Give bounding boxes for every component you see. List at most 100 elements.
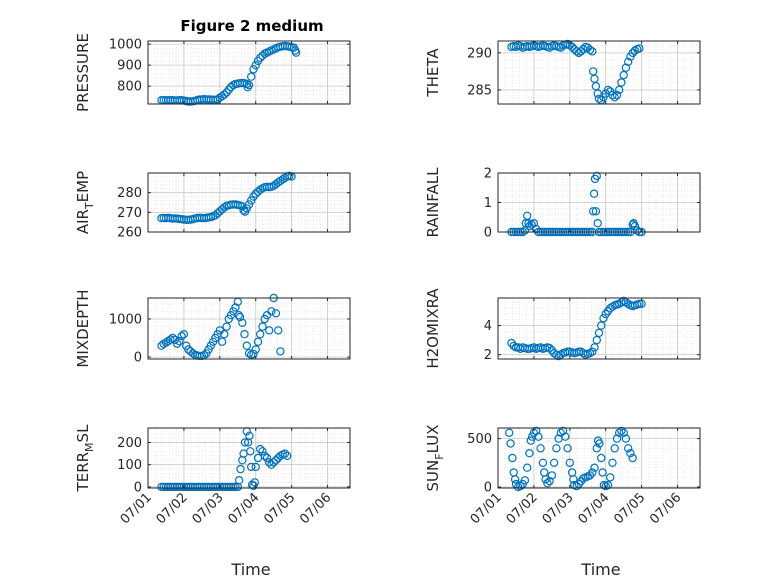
- data-point: [541, 475, 550, 484]
- data-point: [234, 311, 243, 320]
- data-point: [246, 462, 256, 472]
- data-point: [220, 330, 229, 339]
- data-point: [585, 45, 595, 55]
- data-point: [256, 444, 265, 454]
- data-point: [608, 90, 617, 100]
- data-point: [585, 349, 595, 358]
- data-point: [274, 326, 283, 335]
- data-point: [594, 94, 604, 104]
- data-point: [624, 57, 633, 67]
- x-tick-label: 07/01: [118, 490, 155, 527]
- data-point: [509, 341, 518, 351]
- data-point: [619, 296, 628, 306]
- series-points: [507, 296, 646, 361]
- data-point: [617, 426, 626, 436]
- data-point: [278, 175, 287, 184]
- y-tick-label: 290: [467, 46, 492, 61]
- data-point: [253, 337, 263, 346]
- data-point: [276, 347, 285, 356]
- data-point: [175, 336, 184, 346]
- y-axis-label-part: T: [83, 202, 96, 210]
- y-tick-label: 270: [117, 206, 142, 221]
- y-axis-label-part: MIXDEPTH: [74, 289, 92, 367]
- axes-box: [147, 40, 351, 105]
- data-point: [588, 468, 597, 477]
- y-axis-label-part: THETA: [424, 48, 442, 98]
- data-point: [508, 453, 517, 463]
- series-points: [157, 41, 301, 106]
- data-point: [633, 226, 642, 235]
- data-point: [608, 458, 617, 467]
- data-point: [249, 349, 258, 359]
- data-point: [635, 299, 644, 308]
- data-point: [256, 330, 265, 339]
- data-point: [606, 473, 615, 482]
- data-point: [520, 476, 530, 485]
- y-axis-label: RAINFALL: [424, 167, 442, 238]
- axes-box: [147, 297, 351, 360]
- data-point: [592, 171, 602, 181]
- data-point: [589, 189, 599, 198]
- subplot-terrmsl: 0 100 200 TERRMSL 07/0107/0207/0307/0407/050…: [74, 424, 351, 579]
- data-point: [549, 458, 559, 467]
- y-axis-label-part: SUN: [424, 460, 442, 492]
- y-tick-label: 0: [484, 481, 492, 496]
- subplot-theta: 285 290 THETA: [424, 39, 701, 105]
- data-point: [606, 304, 615, 313]
- data-point: [619, 70, 628, 80]
- subplot-airtemp: 260 270 280 AIRTEMP: [74, 171, 351, 241]
- y-tick-label: 280: [117, 186, 142, 201]
- data-point: [612, 90, 622, 100]
- data-point: [179, 330, 189, 339]
- data-point: [244, 80, 254, 90]
- data-point: [543, 479, 552, 488]
- data-point: [177, 331, 186, 341]
- series-points: [505, 426, 637, 492]
- axes-box: [147, 427, 351, 489]
- subplot-h2omixra: 2 4 H2OMIXRA: [424, 288, 701, 369]
- data-point: [590, 343, 599, 352]
- data-point: [525, 449, 534, 458]
- data-point: [238, 318, 247, 327]
- y-tick-label: 2: [484, 348, 492, 363]
- data-point: [635, 44, 644, 53]
- y-tick-label: 1000: [109, 312, 142, 327]
- data-point: [593, 89, 602, 98]
- data-point: [166, 335, 175, 344]
- data-point: [572, 481, 581, 491]
- data-point: [217, 337, 227, 346]
- data-point: [229, 482, 238, 492]
- data-point: [258, 447, 267, 456]
- data-point: [222, 322, 231, 331]
- data-point: [554, 351, 563, 361]
- data-point: [168, 333, 177, 343]
- data-point: [612, 434, 622, 443]
- plot-background: [148, 173, 350, 232]
- data-point: [243, 82, 252, 92]
- data-point: [569, 475, 578, 484]
- data-point: [235, 312, 245, 322]
- data-point: [251, 345, 260, 354]
- data-point: [280, 449, 290, 458]
- subplot-sunflux: 0 500 SUNFLUX 07/0107/0207/0307/0407/0507/0…: [424, 425, 701, 579]
- data-point: [603, 85, 613, 95]
- y-axis-label: AIRTEMP: [74, 171, 96, 234]
- data-point: [538, 458, 548, 467]
- series-points: [507, 39, 644, 105]
- data-point: [547, 471, 557, 480]
- data-point: [271, 456, 281, 465]
- data-point: [591, 81, 601, 91]
- data-point: [271, 309, 281, 318]
- y-tick-label: 1: [484, 196, 492, 211]
- data-point: [267, 307, 276, 316]
- subplot-rainfall: 0 1 2 RAINFALL: [424, 167, 701, 241]
- x-tick-label: 07/03: [190, 490, 227, 527]
- x-axis-label: Time: [580, 560, 620, 579]
- subplot-pressure: 800 900 1000 PRESSURE: [74, 33, 351, 112]
- data-point: [251, 60, 260, 70]
- y-tick-label: 200: [117, 436, 142, 451]
- data-point: [594, 328, 604, 338]
- data-point: [506, 439, 515, 448]
